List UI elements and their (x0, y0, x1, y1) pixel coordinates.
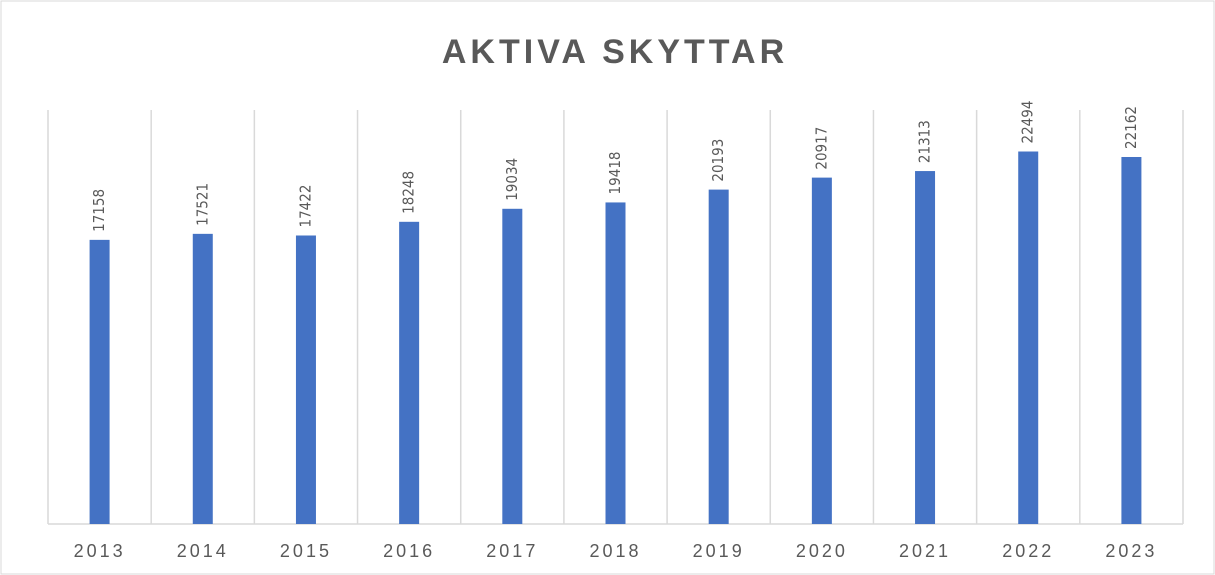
x-tick-label: 2018 (589, 541, 641, 561)
x-tick-label: 2021 (899, 541, 951, 561)
bar (708, 189, 729, 524)
bar (399, 221, 420, 525)
value-label: 21313 (916, 120, 934, 163)
chart-title: AKTIVA SKYTTAR (442, 33, 788, 71)
value-label: 19418 (606, 152, 624, 195)
value-label: 22494 (1019, 101, 1037, 144)
value-label: 18248 (400, 171, 418, 214)
x-tick-label: 2013 (74, 541, 126, 561)
value-label: 19034 (503, 158, 521, 201)
x-tick-label: 2015 (280, 541, 332, 561)
x-tick-label: 2016 (383, 541, 435, 561)
value-label: 17158 (90, 189, 108, 232)
value-label: 20917 (812, 127, 830, 170)
value-label: 17422 (296, 185, 314, 228)
bar (502, 208, 523, 524)
x-tick-label: 2023 (1105, 541, 1157, 561)
value-label: 22162 (1122, 106, 1140, 149)
bar (1018, 151, 1039, 524)
x-tick-label: 2019 (693, 541, 745, 561)
bar (605, 202, 626, 524)
x-tick-label: 2014 (177, 541, 229, 561)
bar (1121, 156, 1142, 524)
value-label: 20193 (709, 139, 727, 182)
bar (192, 233, 213, 524)
x-tick-label: 2017 (486, 541, 538, 561)
x-tick-label: 2020 (796, 541, 848, 561)
bar (811, 177, 832, 524)
value-label: 17521 (193, 183, 211, 226)
bar (915, 171, 936, 525)
x-tick-label: 2022 (1002, 541, 1054, 561)
bar (89, 239, 110, 524)
bar (295, 235, 316, 524)
